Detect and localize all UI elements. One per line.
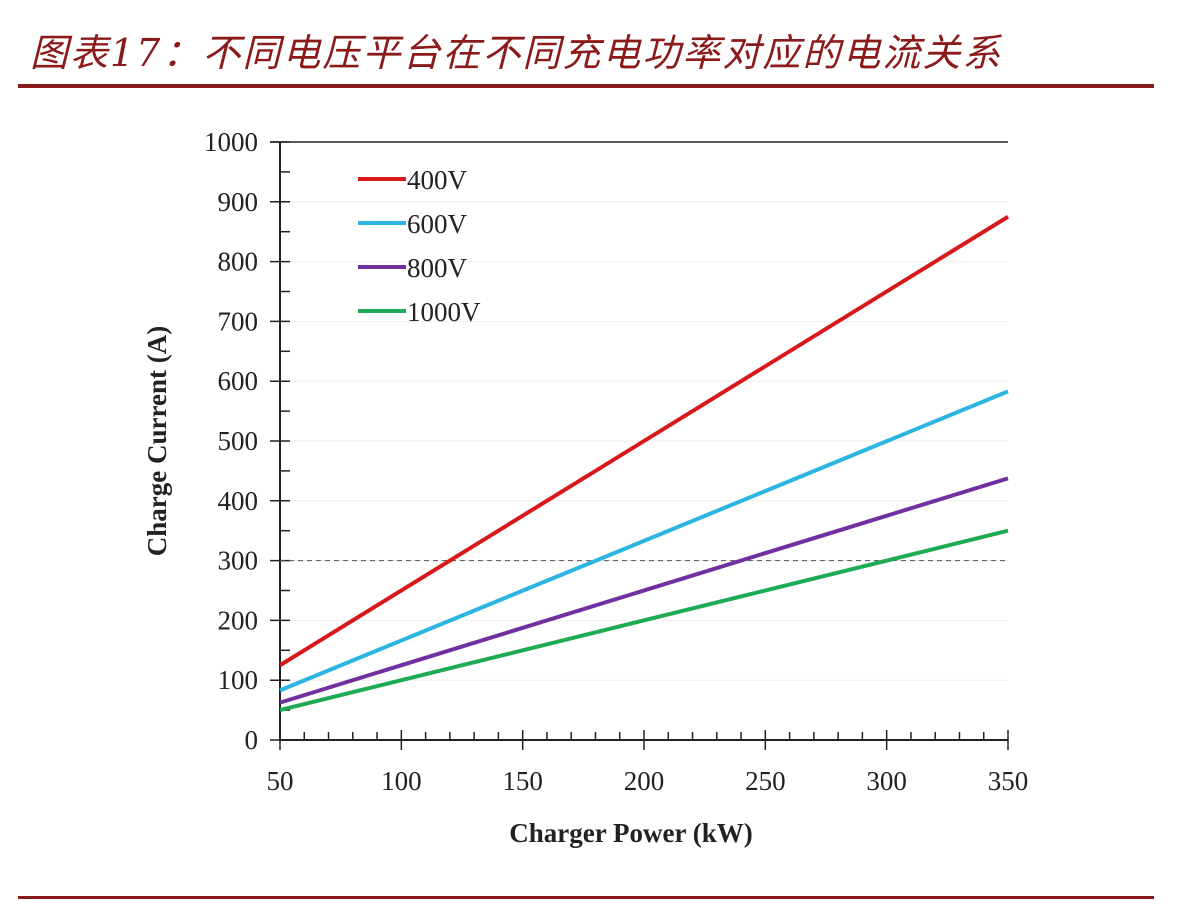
series-lines — [278, 215, 1010, 713]
x-tick-label: 350 — [988, 766, 1029, 796]
y-tick-label: 500 — [218, 426, 259, 456]
series-line-800V — [279, 476, 1009, 705]
y-tick-label: 400 — [218, 486, 259, 516]
series-line-400V — [278, 215, 1010, 667]
y-tick-label: 900 — [218, 187, 259, 217]
title-divider — [18, 84, 1154, 88]
y-tick-label: 600 — [218, 366, 259, 396]
y-tick-label: 1000 — [204, 127, 258, 157]
legend: 400V 600V 800V 1000V — [358, 165, 481, 327]
x-tick-label: 150 — [502, 766, 543, 796]
y-tick-label: 800 — [218, 247, 259, 277]
y-tick-label: 0 — [245, 725, 259, 755]
x-tick-label: 250 — [745, 766, 786, 796]
y-tick-label: 700 — [218, 306, 259, 336]
ticks: 0 100 200 300 400 500 600 700 800 900 1000 50 100 150… — [204, 127, 1028, 796]
series-line-1000V — [279, 528, 1009, 713]
legend-label-800V: 800V — [407, 253, 468, 283]
legend-label-1000V: 1000V — [407, 297, 481, 327]
legend-label-600V: 600V — [407, 209, 468, 239]
figure-title: 图表17：不同电压平台在不同充电功率对应的电流关系 — [30, 31, 1003, 75]
x-tick-label: 100 — [381, 766, 422, 796]
y-tick-label: 300 — [218, 546, 259, 576]
x-tick-label: 50 — [267, 766, 294, 796]
x-tick-label: 200 — [624, 766, 665, 796]
y-axis-label: Charge Current (A) — [142, 326, 172, 556]
x-tick-label: 300 — [866, 766, 907, 796]
bottom-divider — [18, 896, 1154, 899]
legend-label-400V: 400V — [407, 165, 468, 195]
y-tick-label: 200 — [218, 605, 259, 635]
series-line-600V — [279, 389, 1009, 693]
y-tick-label: 100 — [218, 665, 259, 695]
x-axis-label: Charger Power (kW) — [509, 818, 752, 848]
